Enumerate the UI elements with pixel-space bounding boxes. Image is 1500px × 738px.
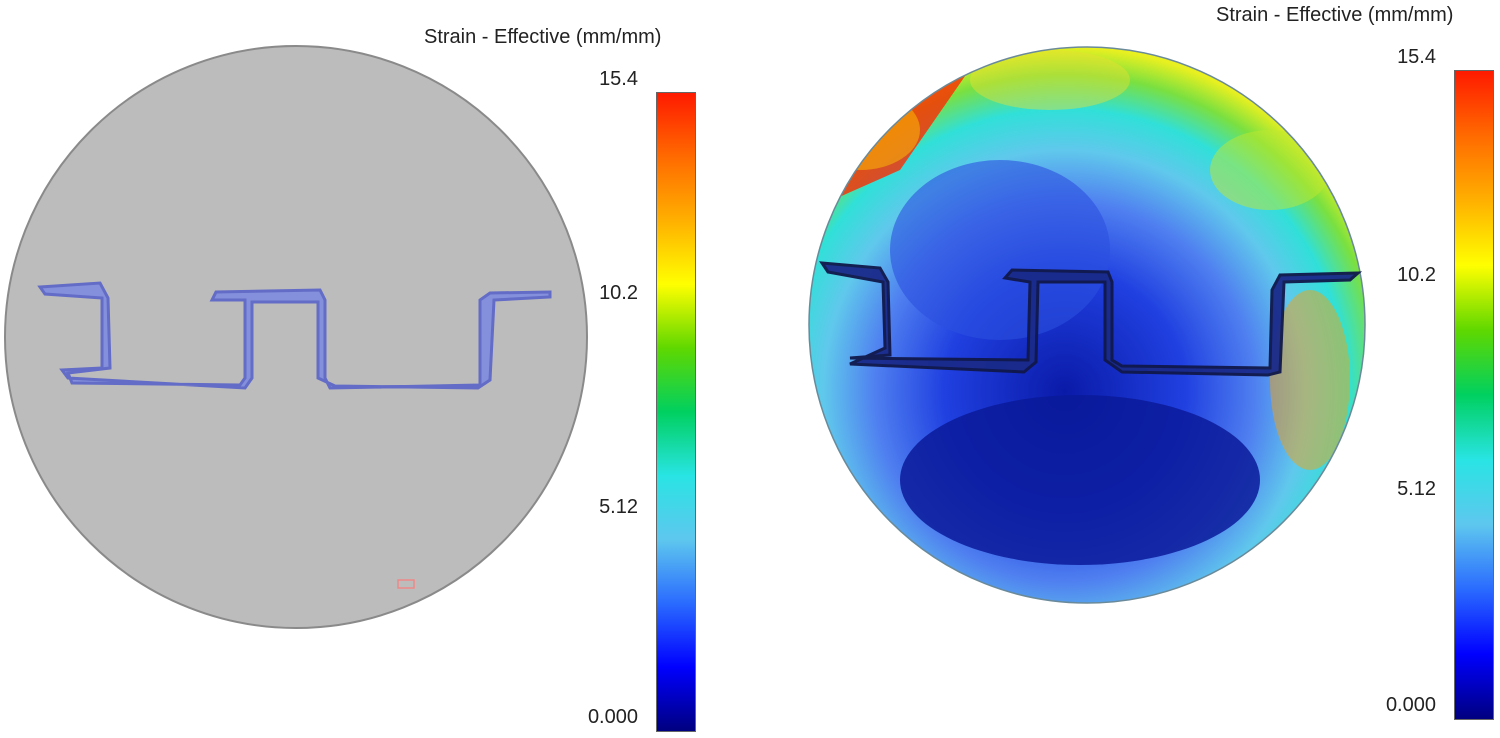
tick-label-low: 5.12 [599,496,638,518]
specimen-disk [4,45,588,629]
legend-title: Strain - Effective (mm/mm) [1216,4,1454,26]
specimen-view-right [808,46,1366,604]
legend-title: Strain - Effective (mm/mm) [424,26,662,48]
strain-contour [809,47,1365,603]
tick-label-max: 15.4 [1397,46,1436,68]
colorbar [656,92,696,732]
mesh-marker [397,579,415,589]
tick-label-max: 15.4 [599,68,638,90]
specimen-view-left [4,45,588,629]
strain-plot-right: Strain - Effective (mm/mm) 15.4 10.2 5.1… [750,0,1500,738]
strained-profile [37,281,552,390]
tick-label-high: 10.2 [599,282,638,304]
tick-label-low: 5.12 [1397,478,1436,500]
tick-label-min: 0.000 [1385,694,1436,716]
strain-plot-left: Strain - Effective (mm/mm) 15.4 10.2 5.1… [4,26,696,732]
tick-label-min: 0.000 [587,706,638,728]
tick-label-high: 10.2 [1397,264,1436,286]
deformed-profile [819,261,1363,377]
colorbar [1454,70,1494,720]
